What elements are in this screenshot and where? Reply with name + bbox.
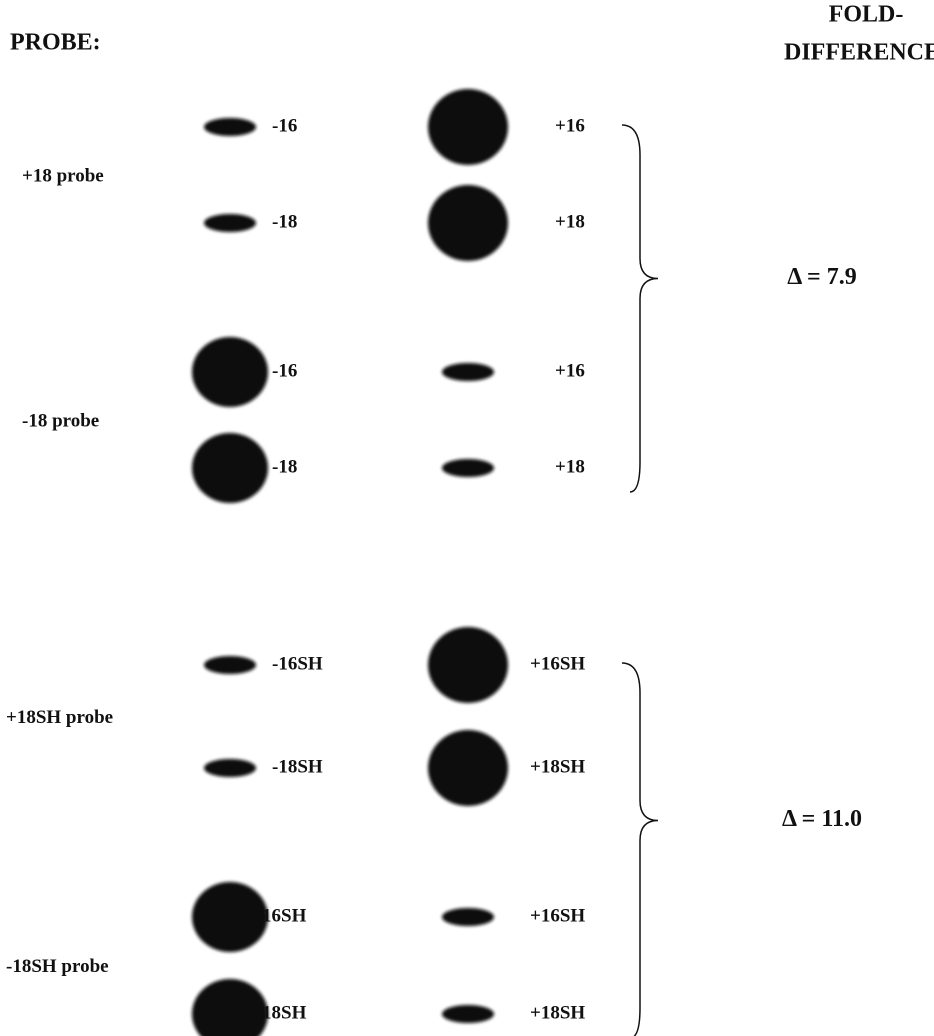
probe-label: +18 probe bbox=[22, 165, 104, 186]
fold-header: FOLD- bbox=[829, 2, 904, 28]
spot-label: -18 bbox=[272, 456, 297, 477]
spot bbox=[192, 433, 268, 503]
spot bbox=[204, 656, 256, 674]
spot bbox=[428, 730, 508, 806]
probe-label: +18SH probe bbox=[6, 707, 113, 728]
spot bbox=[428, 627, 508, 703]
spot bbox=[442, 459, 494, 477]
spot-label: -18SH bbox=[272, 756, 323, 777]
spot-label: 16SH bbox=[262, 905, 307, 926]
spot-label: -16SH bbox=[272, 653, 323, 674]
spot bbox=[192, 882, 268, 952]
spot-label: 18SH bbox=[262, 1002, 307, 1023]
brace bbox=[622, 125, 658, 492]
spot-label: +18SH bbox=[530, 756, 585, 777]
spot bbox=[204, 759, 256, 777]
spot bbox=[428, 185, 508, 261]
spot bbox=[442, 1005, 494, 1023]
spot-label: -18 bbox=[272, 211, 297, 232]
spot-label: +16 bbox=[555, 115, 585, 136]
spot bbox=[442, 363, 494, 381]
fold-difference: Δ = 7.9 bbox=[787, 264, 856, 290]
spot bbox=[192, 979, 268, 1036]
probe-label: -18SH probe bbox=[6, 956, 109, 977]
fold-header: DIFFERENCE: bbox=[784, 40, 934, 66]
spot-label: -16 bbox=[272, 360, 297, 381]
fold-difference: Δ = 11.0 bbox=[782, 806, 862, 832]
figure: PROBE: FOLD- DIFFERENCE: -16 +16 -18 +18 -16… bbox=[0, 0, 934, 1036]
brace bbox=[622, 663, 658, 1036]
spot bbox=[192, 337, 268, 407]
probe-header: PROBE: bbox=[10, 30, 101, 56]
spot-label: +18SH bbox=[530, 1002, 585, 1023]
spot-label: -16 bbox=[272, 115, 297, 136]
spot-label: +16SH bbox=[530, 653, 585, 674]
spot bbox=[204, 118, 256, 136]
spot-label: +18 bbox=[555, 456, 585, 477]
spot bbox=[428, 89, 508, 165]
spot bbox=[204, 214, 256, 232]
probe-label: -18 probe bbox=[22, 410, 99, 431]
spot-label: +16 bbox=[555, 360, 585, 381]
spot-label: +16SH bbox=[530, 905, 585, 926]
spot-label: +18 bbox=[555, 211, 585, 232]
spot bbox=[442, 908, 494, 926]
